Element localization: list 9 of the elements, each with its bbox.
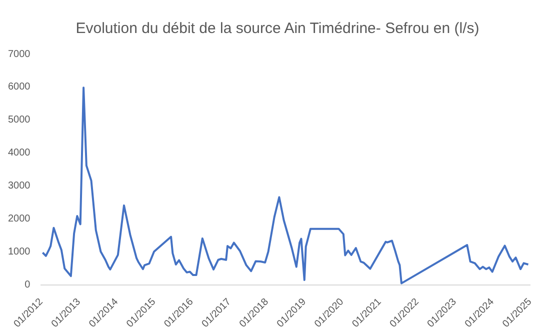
y-tick-label: 2000 (8, 214, 31, 225)
y-tick-label: 1000 (8, 246, 31, 258)
y-tick-label: 3000 (8, 180, 31, 192)
y-tick-label: 7000 (8, 48, 31, 60)
y-tick-label: 5000 (8, 114, 31, 126)
y-tick-label: 0 (24, 280, 31, 291)
y-tick-label: 4000 (8, 148, 31, 159)
y-tick-label: 6000 (8, 82, 31, 93)
chart-title: Evolution du débit de la source Ain Timédrine- Sefrou en (l/s) (74, 20, 480, 37)
